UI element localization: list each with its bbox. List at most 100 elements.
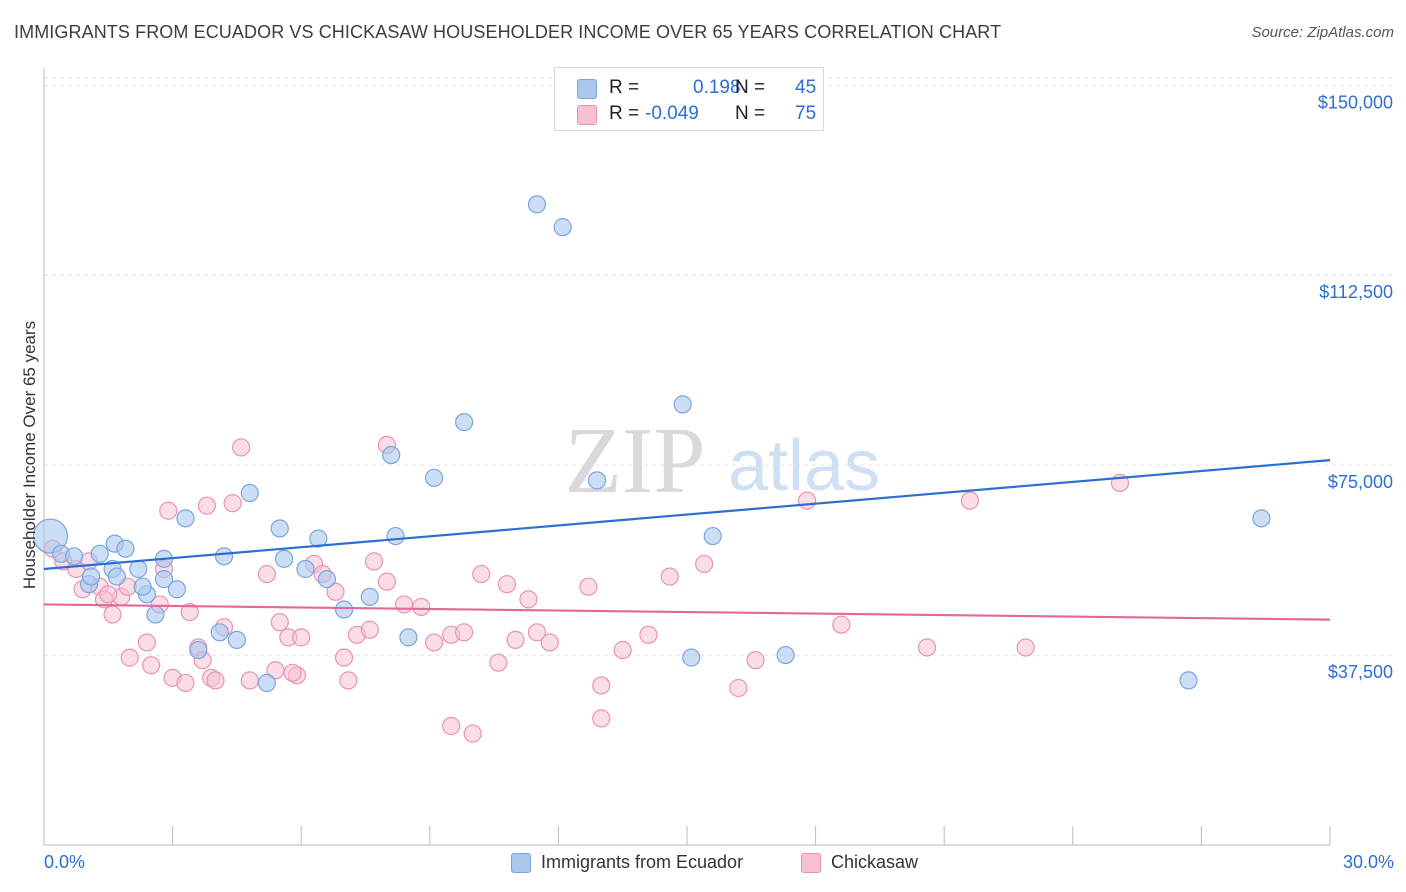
ecuador-point xyxy=(776,645,795,665)
ecuador-point xyxy=(334,600,354,619)
chickasaw-point xyxy=(1016,638,1035,657)
axes xyxy=(43,68,1331,846)
chickasaw-point xyxy=(463,724,482,743)
ecuador-point xyxy=(154,570,174,589)
chickasaw-point xyxy=(613,640,632,660)
ecuador-point xyxy=(360,587,379,606)
chickasaw-point xyxy=(960,491,980,510)
chickasaw-point xyxy=(527,623,547,642)
y-tick-label: $75,000 xyxy=(1328,472,1393,492)
chickasaw-point xyxy=(660,567,679,586)
chickasaw-point xyxy=(394,595,414,614)
ecuador-point xyxy=(270,519,289,538)
ecuador-point xyxy=(1252,509,1271,528)
ecuador-point xyxy=(189,640,208,660)
chickasaw-point xyxy=(729,678,748,698)
chickasaw-point xyxy=(832,615,851,634)
chickasaw-point xyxy=(142,656,161,675)
ecuador-point xyxy=(673,395,692,414)
zipatlas-watermark: ZIP atlas xyxy=(565,409,881,513)
y-tick-label: $150,000 xyxy=(1318,92,1393,112)
legend-n-value: 45 xyxy=(795,77,817,98)
chickasaw-point xyxy=(197,496,216,515)
trend-lines xyxy=(43,459,1331,621)
ecuador-point xyxy=(587,471,607,490)
chickasaw-point xyxy=(334,648,354,667)
ecuador-point xyxy=(214,547,234,566)
chickasaw-point xyxy=(592,676,611,695)
bottom-legend-swatch-chickasaw xyxy=(801,853,821,873)
ecuador-point xyxy=(454,413,474,432)
ecuador-point xyxy=(296,559,315,579)
ecuador-point xyxy=(682,648,701,667)
ecuador-point xyxy=(133,577,152,596)
chickasaw-point xyxy=(442,716,461,736)
source-credit: Source: ZipAtlas.com xyxy=(1251,24,1394,41)
ecuador-point xyxy=(146,605,165,624)
chickasaw-point xyxy=(489,653,508,672)
y-axis-label: Householder Income Over 65 years xyxy=(20,320,39,590)
chickasaw-point xyxy=(103,605,122,624)
chickasaw-point xyxy=(377,572,397,591)
ecuador-point xyxy=(176,509,195,528)
ecuador-point xyxy=(424,468,444,487)
chickasaw-point xyxy=(240,671,259,690)
chickasaw-point xyxy=(592,709,611,728)
chickasaw-point xyxy=(472,564,491,584)
ecuador-point xyxy=(82,567,101,586)
chickasaw-point xyxy=(364,552,384,571)
y-tick-label: $112,500 xyxy=(1319,282,1393,302)
chickasaw-point xyxy=(283,663,302,682)
chickasaw-point xyxy=(639,625,658,644)
chickasaw-point xyxy=(424,633,444,652)
chickasaw-point xyxy=(223,494,242,513)
legend-swatch-ecuador xyxy=(577,79,597,99)
chart-title: IMMIGRANTS FROM ECUADOR VS CHICKASAW HOU… xyxy=(14,22,1002,42)
legend-swatch-chickasaw xyxy=(577,105,597,125)
chickasaw-point xyxy=(797,491,817,510)
chickasaw-point xyxy=(917,638,937,657)
chickasaw-point xyxy=(360,620,379,639)
ecuador-point xyxy=(240,483,259,503)
chickasaw-point xyxy=(506,630,525,649)
legend-n-label: N = xyxy=(735,103,766,124)
chickasaw-point xyxy=(270,613,289,632)
chickasaw-trend-line xyxy=(43,603,1331,621)
ecuador-point xyxy=(382,445,401,465)
ecuador-point xyxy=(90,544,109,563)
ecuador-point xyxy=(274,549,294,568)
ecuador-point xyxy=(107,567,126,586)
y-tick-label: $37,500 xyxy=(1328,662,1393,682)
chickasaw-point xyxy=(339,671,358,690)
ecuador-point xyxy=(227,630,246,649)
ecuador-point xyxy=(257,673,277,693)
x-tick-label-min: 0.0% xyxy=(44,852,86,872)
ecuador-point xyxy=(317,570,337,589)
ecuador-point xyxy=(527,195,547,214)
chickasaw-point xyxy=(180,602,199,622)
grid-lines xyxy=(44,77,1395,656)
bottom-legend-swatch-ecuador xyxy=(511,853,531,873)
correlation-legend: R = 0.198 N = 45 R = -0.049 N = 75 xyxy=(554,67,824,131)
bottom-legend-label-chickasaw: Chickasaw xyxy=(831,852,919,872)
chickasaw-point xyxy=(519,590,538,609)
bottom-legend-label-ecuador: Immigrants from Ecuador xyxy=(541,852,744,872)
chickasaw-point xyxy=(412,597,431,617)
ecuador-point xyxy=(167,580,186,599)
chickasaw-point xyxy=(579,577,598,596)
chickasaw-point xyxy=(206,671,225,690)
ecuador-point xyxy=(553,218,572,237)
chickasaw-point xyxy=(257,564,277,584)
chickasaw-point xyxy=(695,554,714,574)
legend-r-value: 0.198 xyxy=(693,77,741,98)
ecuador-point xyxy=(64,547,84,566)
legend-r-label: R = xyxy=(609,103,640,124)
ecuador-point xyxy=(703,526,722,546)
chickasaw-point xyxy=(137,633,156,652)
legend-r-value: -0.049 xyxy=(645,103,699,124)
ecuador-point xyxy=(32,518,69,554)
chickasaw-point xyxy=(497,575,517,594)
ecuador-point xyxy=(309,529,328,548)
chickasaw-point xyxy=(454,623,474,642)
